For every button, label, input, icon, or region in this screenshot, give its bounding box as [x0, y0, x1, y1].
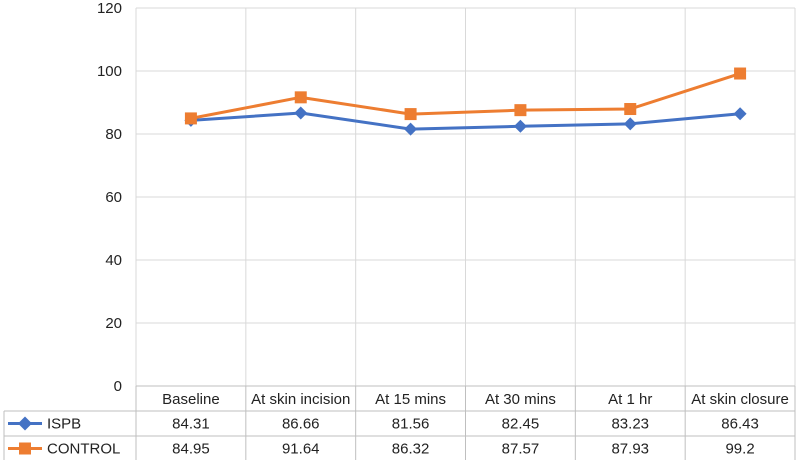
y-tick-label: 80: [105, 126, 122, 143]
grid: [135, 7, 796, 386]
legend-marker: [18, 416, 32, 431]
data-table: Baseline At skin incision At 15 mins At 30 …: [3, 385, 796, 460]
y-tick-label: 0: [114, 378, 122, 395]
data-table-value: 86.66: [282, 416, 320, 433]
x-category-label: At 15 mins: [375, 391, 446, 408]
data-table-value: 86.43: [721, 416, 759, 433]
data-table-value: 83.23: [611, 416, 649, 433]
data-table-value: 86.32: [392, 441, 430, 458]
x-category-label: At skin closure: [691, 391, 789, 408]
y-tick-label: 120: [97, 0, 122, 17]
x-category-label: At skin incision: [251, 391, 350, 408]
data-point: [514, 104, 527, 117]
legend-label: ISPB: [47, 416, 81, 433]
data-point: [733, 107, 747, 121]
legend-label: CONTROL: [47, 441, 120, 458]
data-point: [734, 67, 747, 80]
data-table-value: 87.57: [502, 441, 540, 458]
legend-marker: [19, 442, 31, 455]
data-point: [624, 103, 637, 116]
data-point: [294, 106, 308, 120]
x-category-label: At 30 mins: [485, 391, 556, 408]
data-table-value: 84.31: [172, 416, 210, 433]
data-table-value: 84.95: [172, 441, 210, 458]
data-table-value: 99.2: [725, 441, 754, 458]
data-point: [404, 108, 417, 121]
series-line: [190, 111, 741, 131]
data-table-value: 82.45: [502, 416, 540, 433]
x-category-label: Baseline: [162, 391, 220, 408]
data-point: [404, 122, 418, 136]
y-tick-label: 100: [97, 63, 122, 80]
data-table-value: 87.93: [611, 441, 649, 458]
data-table-value: 91.64: [282, 441, 320, 458]
series-line: [190, 72, 741, 120]
data-point: [623, 117, 637, 131]
data-point: [513, 119, 527, 133]
y-tick-label: 60: [105, 189, 122, 206]
data-table-value: 81.56: [392, 416, 430, 433]
data-point: [184, 112, 197, 125]
data-point: [294, 91, 307, 104]
x-category-label: At 1 hr: [608, 391, 652, 408]
series-lines: [184, 67, 747, 136]
y-tick-label: 40: [105, 252, 122, 269]
y-axis-ticks: 0 20 40 60 80 100 120: [97, 0, 122, 395]
y-tick-label: 20: [105, 315, 122, 332]
